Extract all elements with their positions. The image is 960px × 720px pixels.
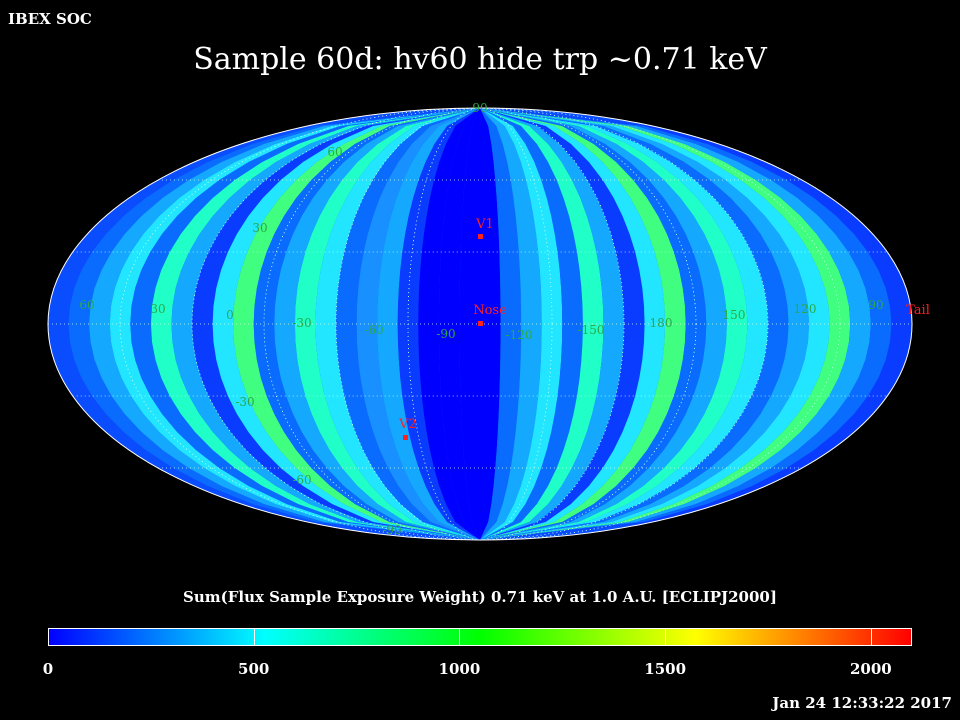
lon-label-neg150: -150 [578,323,605,337]
colorbar-tick-label: 1000 [438,660,481,678]
lon-label-neg90: -90 [436,327,455,341]
lat-label-60: 60 [327,145,342,159]
colorbar-title: Sum(Flux Sample Exposure Weight) 0.71 ke… [183,588,777,606]
lat-label-neg90: -90 [382,523,401,537]
colorbar-tick-mark [870,628,872,646]
meridian-line [119,108,841,540]
lat-label-30: 30 [252,221,267,235]
marker-v2-label: V2 [398,417,417,432]
flux-band [480,108,624,540]
flux-band [356,108,480,540]
colorbar-tick-mark [665,628,667,646]
flux-band [459,108,480,540]
lon-label-120: 120 [794,302,817,316]
flux-band [480,108,583,540]
corner-label: IBEX SOC [8,10,92,28]
lon-label-neg30: -30 [292,316,311,330]
marker-v2-dot [403,435,408,440]
colorbar-tick-label: 1500 [644,660,687,678]
flux-map [48,108,912,540]
lon-label-60: 60 [79,298,94,312]
colorbar-tick-label: 0 [42,660,54,678]
flux-band [480,108,542,540]
timestamp: Jan 24 12:33:22 2017 [772,694,952,712]
meridian-line [263,108,697,540]
flux-band [397,108,480,540]
colorbar-tick-label: 2000 [849,660,892,678]
colorbar-tick-mark [253,628,255,646]
lat-label-neg30: -30 [235,395,254,409]
colorbar-tick-mark [459,628,461,646]
flux-band [480,108,604,540]
flux-band [377,108,480,540]
flux-band [480,108,563,540]
sky-map: 90 60 30 -30 -60 -90 60 30 0 -30 -60 -90… [47,101,930,541]
lon-label-neg60: -60 [364,323,383,337]
meridian-line [407,108,553,540]
lon-label-0: 0 [226,308,234,322]
flux-band [480,108,522,540]
marker-v1-dot [478,234,483,239]
marker-v1-label: V1 [475,217,494,232]
colorbar [48,628,912,646]
flux-band [480,108,501,540]
flux-band [418,108,480,540]
lat-label-neg60: -60 [292,473,311,487]
plot-title: Sample 60d: hv60 hide trp ~0.71 keV [193,42,767,77]
marker-tail-label: Tail [906,303,930,318]
lon-label-30: 30 [150,302,165,316]
lon-label-90: 90 [868,298,883,312]
marker-nose-label: Nose [473,303,507,318]
flux-band [438,108,480,540]
lat-label-90: 90 [472,101,487,115]
meridian-line [191,108,769,540]
meridian-line [335,108,625,540]
marker-nose-dot [478,321,483,326]
lon-label-180: 180 [650,316,673,330]
flux-band [336,108,480,540]
lon-label-neg120: -120 [506,328,533,342]
graticule [48,108,912,540]
colorbar-tick-label: 500 [238,660,270,678]
map-outline [47,107,913,541]
colorbar-tick-mark [48,628,49,646]
lon-label-150: 150 [723,308,746,322]
